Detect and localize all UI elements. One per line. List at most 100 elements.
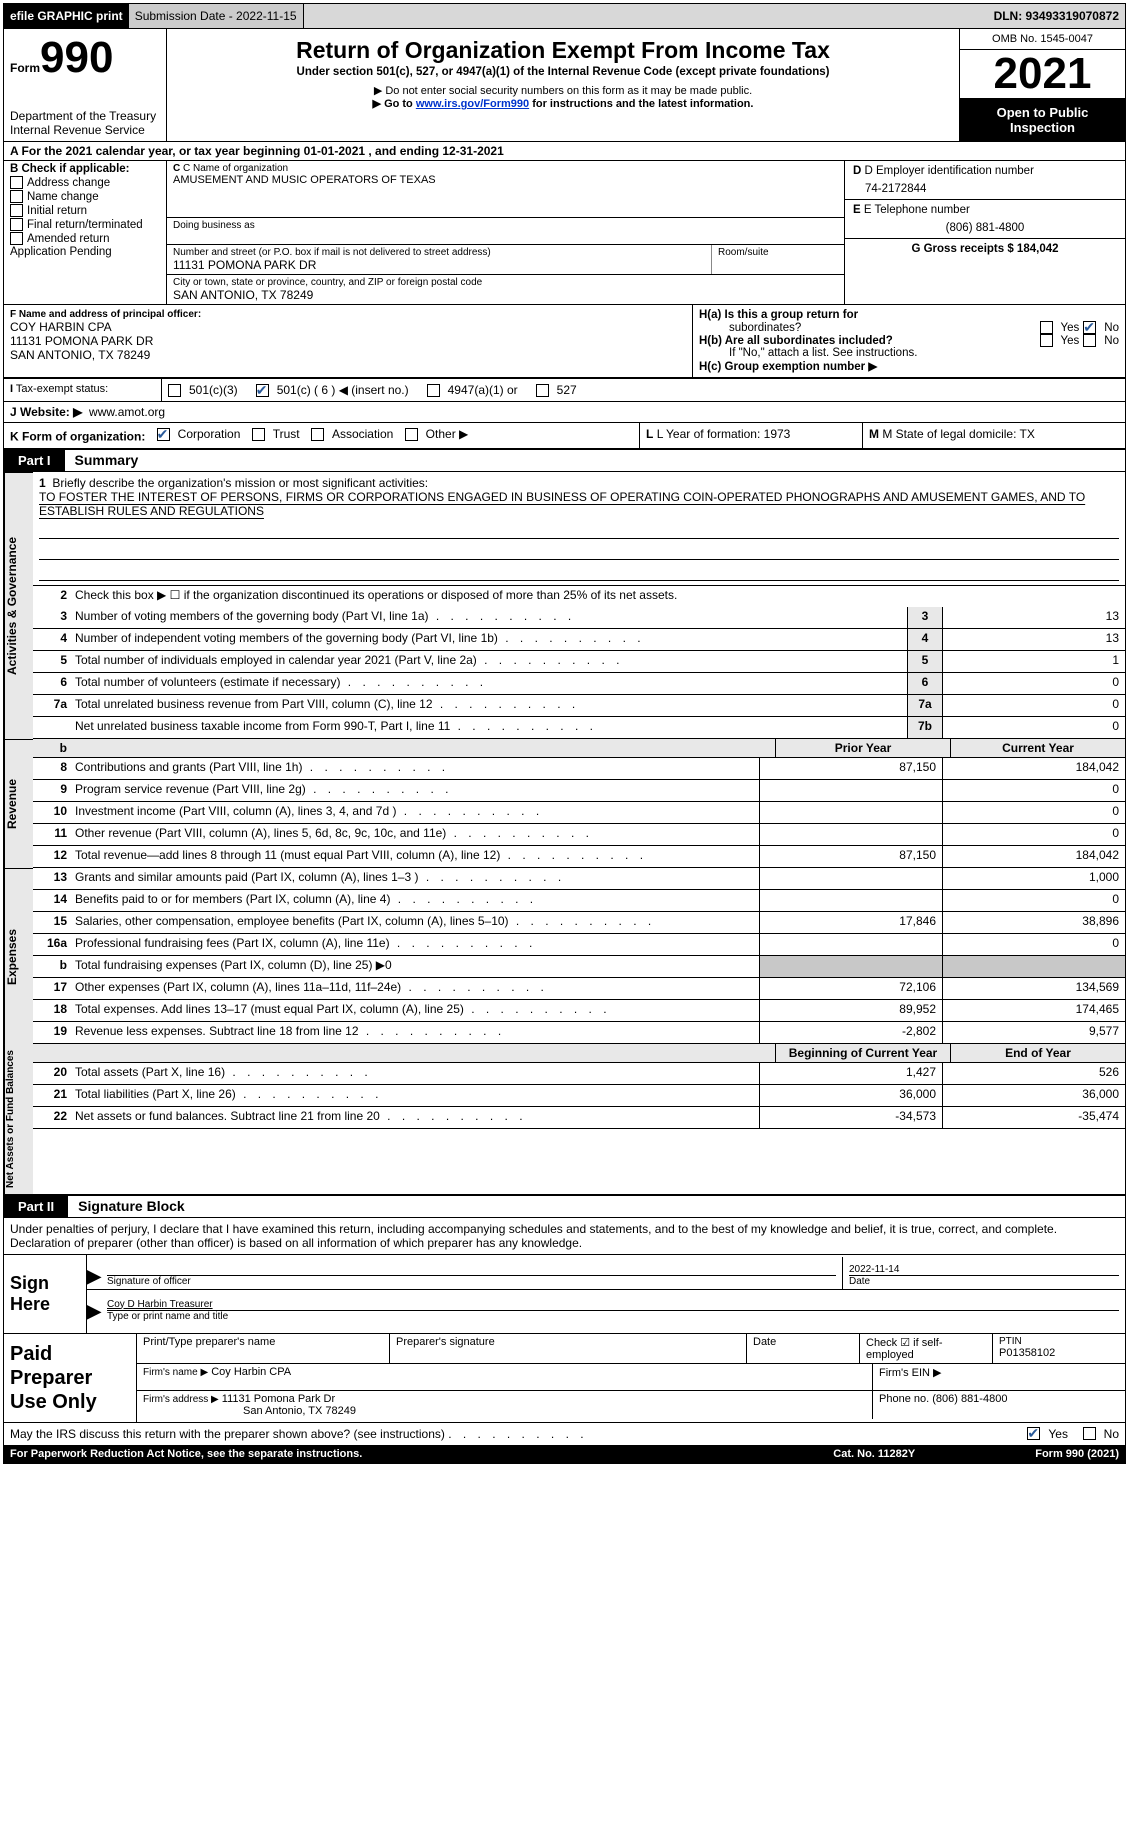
- note-ssn: ▶ Do not enter social security numbers o…: [173, 84, 953, 97]
- table-row: 19Revenue less expenses. Subtract line 1…: [33, 1022, 1125, 1044]
- tax-year: 2021: [960, 50, 1125, 99]
- line2-text: Check this box ▶ ☐ if the organization d…: [71, 586, 1125, 607]
- ein-value: 74-2172844: [853, 177, 1117, 195]
- ptin-label: PTIN: [999, 1336, 1119, 1347]
- paid-preparer-row: Paid Preparer Use Only Print/Type prepar…: [4, 1333, 1125, 1422]
- phone-label: E Telephone number: [864, 204, 970, 216]
- firm-addr: 11131 Pomona Park Dr: [222, 1393, 335, 1405]
- website-label: J Website: ▶: [10, 405, 82, 419]
- part-i-label: Part I: [4, 450, 65, 471]
- hc-label: H(c) Group exemption number ▶: [699, 361, 877, 373]
- irs-form990-link[interactable]: www.irs.gov/Form990: [416, 98, 529, 110]
- hb-note: If "No," attach a list. See instructions…: [699, 347, 1119, 359]
- irs-label: Internal Revenue Service: [10, 123, 160, 137]
- checkbox-ha-yes[interactable]: [1040, 321, 1053, 334]
- dba-label: Doing business as: [173, 220, 838, 231]
- part-ii-header: Part II Signature Block: [4, 1195, 1125, 1218]
- website-url: www.amot.org: [89, 405, 165, 419]
- checkbox-trust[interactable]: [252, 428, 265, 441]
- current-year-header: Current Year: [950, 739, 1125, 757]
- officer-name: COY HARBIN CPA: [10, 320, 686, 334]
- checkbox-527[interactable]: [536, 384, 549, 397]
- form-footer-label: Form 990 (2021): [1035, 1448, 1119, 1460]
- vtab-net-assets: Net Assets or Fund Balances: [4, 1044, 33, 1194]
- firm-addr-label: Firm's address ▶: [143, 1394, 219, 1405]
- checkbox-501c[interactable]: [256, 384, 269, 397]
- checkbox-ha-no[interactable]: [1083, 321, 1096, 334]
- vtab-activities: Activities & Governance: [4, 472, 33, 739]
- form-label: Form: [10, 61, 40, 75]
- part-ii-title: Signature Block: [68, 1198, 185, 1214]
- officer-addr2: SAN ANTONIO, TX 78249: [10, 348, 686, 362]
- checkbox-discuss-no[interactable]: [1083, 1427, 1096, 1440]
- checkbox-final-return[interactable]: [10, 218, 23, 231]
- checkbox-discuss-yes[interactable]: [1027, 1427, 1040, 1440]
- form-990-container: efile GRAPHIC print Submission Date - 20…: [3, 3, 1126, 1464]
- dln-number: DLN: 93493319070872: [988, 9, 1125, 23]
- discuss-text: May the IRS discuss this return with the…: [10, 1427, 445, 1441]
- prep-self-employed: Check ☑ if self-employed: [860, 1334, 993, 1363]
- checkbox-501c3[interactable]: [168, 384, 181, 397]
- street-address: 11131 POMONA PARK DR: [173, 258, 705, 272]
- pra-notice: For Paperwork Reduction Act Notice, see …: [10, 1448, 833, 1460]
- org-name: AMUSEMENT AND MUSIC OPERATORS OF TEXAS: [173, 174, 838, 186]
- name-title-label: Type or print name and title: [107, 1310, 1119, 1322]
- checkbox-corp[interactable]: [157, 428, 170, 441]
- checkbox-initial-return[interactable]: [10, 204, 23, 217]
- checkbox-name-change[interactable]: [10, 190, 23, 203]
- city-label: City or town, state or province, country…: [173, 277, 838, 288]
- gross-receipts: G Gross receipts $ 184,042: [911, 243, 1058, 255]
- ha-subordinates: subordinates?: [699, 322, 801, 334]
- date-label: Date: [849, 1275, 1119, 1287]
- treasury-dept: Department of the Treasury: [10, 109, 160, 123]
- line-b-text: Total fundraising expenses (Part IX, col…: [71, 956, 759, 977]
- section-b-label: B Check if applicable:: [10, 163, 160, 175]
- section-b-c-d: B Check if applicable: Address change Na…: [4, 161, 1125, 305]
- table-row: 18Total expenses. Add lines 13–17 (must …: [33, 1000, 1125, 1022]
- phone-value: (806) 881-4800: [853, 216, 1117, 234]
- form-of-org-row: K Form of organization: Corporation Trus…: [4, 423, 1125, 449]
- table-row: 10Investment income (Part VIII, column (…: [33, 802, 1125, 824]
- table-row: 11Other revenue (Part VIII, column (A), …: [33, 824, 1125, 846]
- firm-phone: Phone no. (806) 881-4800: [873, 1391, 1125, 1419]
- form-number: 990: [40, 33, 113, 82]
- officer-printed-name: Coy D Harbin Treasurer: [107, 1299, 1119, 1310]
- sign-here-row: Sign Here ▶ Signature of officer 2022-11…: [4, 1254, 1125, 1333]
- calendar-year-row: A For the 2021 calendar year, or tax yea…: [4, 142, 1125, 161]
- form-title: Return of Organization Exempt From Incom…: [173, 37, 953, 64]
- org-name-label: C Name of organization: [183, 163, 288, 174]
- checkbox-4947[interactable]: [427, 384, 440, 397]
- penalties-text: Under penalties of perjury, I declare th…: [4, 1218, 1125, 1254]
- sign-here-label: Sign Here: [4, 1255, 87, 1333]
- vtab-expenses: Expenses: [4, 868, 33, 1044]
- prep-date-label: Date: [747, 1334, 860, 1363]
- goto-suffix: for instructions and the latest informat…: [529, 98, 753, 110]
- checkbox-assoc[interactable]: [311, 428, 324, 441]
- hb-label: H(b) Are all subordinates included?: [699, 335, 893, 347]
- officer-section: F Name and address of principal officer:…: [4, 305, 1125, 378]
- efile-graphic-print[interactable]: efile GRAPHIC print: [4, 4, 129, 28]
- signature-date: 2022-11-14: [849, 1264, 1119, 1275]
- website-row: J Website: ▶ www.amot.org: [4, 402, 1125, 423]
- form-header: Form990 Department of the Treasury Inter…: [4, 29, 1125, 142]
- part-i-title: Summary: [65, 452, 139, 468]
- officer-addr1: 11131 POMONA PARK DR: [10, 334, 686, 348]
- address-label: Number and street (or P.O. box if mail i…: [173, 247, 705, 258]
- table-row: 15Salaries, other compensation, employee…: [33, 912, 1125, 934]
- tax-exempt-status-row: I Tax-exempt status: 501(c)(3) 501(c) ( …: [4, 378, 1125, 402]
- checkbox-other[interactable]: [405, 428, 418, 441]
- checkbox-amended-return[interactable]: [10, 232, 23, 245]
- prior-year-header: Prior Year: [775, 739, 950, 757]
- checkbox-address-change[interactable]: [10, 176, 23, 189]
- ein-label: D Employer identification number: [865, 165, 1034, 177]
- table-row: 16aProfessional fundraising fees (Part I…: [33, 934, 1125, 956]
- checkbox-hb-no[interactable]: [1083, 334, 1096, 347]
- omb-number: OMB No. 1545-0047: [960, 29, 1125, 50]
- submission-date: Submission Date - 2022-11-15: [129, 4, 304, 28]
- table-row: 13Grants and similar amounts paid (Part …: [33, 868, 1125, 890]
- signature-of-officer-label: Signature of officer: [107, 1275, 836, 1287]
- k-label: K Form of organization:: [10, 430, 145, 444]
- checkbox-hb-yes[interactable]: [1040, 334, 1053, 347]
- officer-f-label: F Name and address of principal officer:: [10, 309, 201, 320]
- open-to-public: Open to Public Inspection: [960, 99, 1125, 141]
